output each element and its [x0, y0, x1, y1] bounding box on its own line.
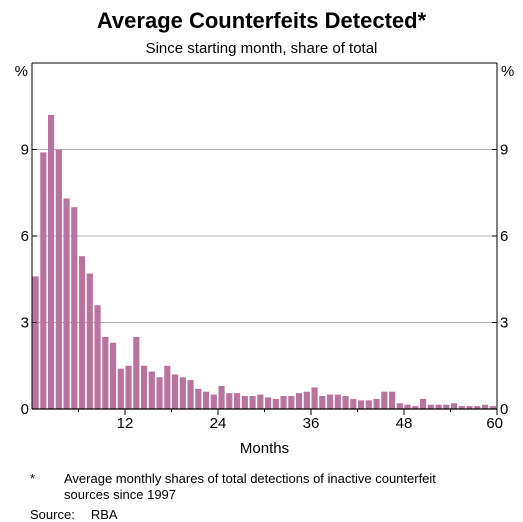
- bar-month-52: [427, 404, 434, 409]
- bar-month-19: [172, 374, 179, 409]
- bar-month-27: [234, 393, 241, 409]
- bar-month-40: [334, 394, 341, 409]
- bar-month-43: [358, 400, 365, 409]
- bar-month-58: [474, 406, 481, 409]
- bar-month-56: [458, 406, 465, 409]
- bar-month-6: [71, 207, 78, 409]
- bar-month-48: [396, 403, 403, 409]
- x-tick-label-36: 36: [303, 415, 320, 432]
- bar-month-37: [311, 387, 318, 409]
- bar-month-60: [489, 406, 496, 409]
- bar-month-10: [102, 336, 109, 409]
- bar-month-5: [63, 198, 70, 409]
- bar-month-54: [443, 404, 450, 409]
- bar-month-18: [164, 365, 171, 409]
- source-label: Source:: [30, 507, 75, 522]
- bar-month-17: [156, 377, 163, 409]
- bar-month-13: [125, 365, 132, 409]
- bar-month-24: [210, 394, 217, 409]
- bar-month-32: [272, 398, 279, 409]
- bar-month-50: [412, 406, 419, 409]
- y-tick-label-left-6: 6: [21, 228, 29, 245]
- y-tick-label-right-6: 6: [500, 228, 508, 245]
- bar-month-8: [86, 273, 93, 409]
- bar-month-3: [48, 114, 55, 410]
- bar-series: [32, 114, 496, 410]
- bar-month-39: [327, 394, 334, 409]
- bar-month-34: [288, 396, 295, 409]
- bar-month-16: [148, 371, 155, 409]
- bar-month-51: [420, 398, 427, 409]
- chart-title: Average Counterfeits Detected*: [96, 8, 427, 33]
- bar-month-49: [404, 404, 411, 409]
- bar-month-41: [342, 396, 349, 409]
- bar-month-21: [187, 380, 194, 409]
- source-value: RBA: [90, 507, 118, 522]
- y-unit-right: %: [501, 63, 514, 80]
- bar-month-11: [110, 342, 117, 409]
- bar-month-47: [389, 391, 396, 409]
- bar-month-35: [296, 393, 303, 409]
- bar-month-20: [179, 377, 186, 409]
- chart-subtitle: Since starting month, share of total: [145, 40, 378, 57]
- bar-month-23: [203, 391, 210, 409]
- bar-month-55: [451, 403, 458, 409]
- bar-month-53: [435, 404, 442, 409]
- x-tick-label-12: 12: [117, 415, 134, 432]
- y-tick-label-right-0: 0: [500, 401, 508, 418]
- x-tick-label-60: 60: [486, 415, 503, 432]
- bar-month-26: [226, 393, 233, 409]
- bar-month-22: [195, 388, 202, 409]
- bar-month-2: [40, 152, 47, 409]
- bar-month-1: [32, 276, 39, 409]
- gridlines: [32, 149, 497, 323]
- footnote-marker: *: [30, 471, 36, 486]
- bar-month-7: [79, 256, 86, 409]
- x-axis-title: Months: [240, 440, 289, 457]
- y-tick-label-left-3: 3: [21, 315, 29, 332]
- y-tick-label-left-0: 0: [21, 401, 29, 418]
- source-line: Source: RBA: [30, 507, 118, 522]
- bar-month-14: [133, 336, 140, 409]
- x-tick-label-24: 24: [210, 415, 227, 432]
- bar-month-33: [280, 396, 287, 409]
- bar-month-25: [218, 385, 225, 409]
- bar-month-9: [94, 305, 101, 409]
- bar-month-4: [55, 149, 62, 409]
- footnote-text: Average monthly shares of total detectio…: [64, 471, 436, 502]
- bar-month-59: [482, 404, 489, 409]
- bar-month-57: [466, 406, 473, 409]
- bar-month-36: [303, 391, 310, 409]
- y-unit-left: %: [15, 63, 28, 80]
- y-tick-label-right-3: 3: [500, 315, 508, 332]
- bar-month-28: [241, 396, 248, 409]
- bar-month-12: [117, 368, 124, 409]
- bar-month-15: [141, 365, 148, 409]
- x-tick-label-48: 48: [396, 415, 413, 432]
- bar-month-44: [365, 400, 372, 409]
- y-tick-label-left-9: 9: [21, 142, 29, 159]
- bar-month-38: [319, 396, 326, 409]
- bar-month-46: [381, 391, 388, 409]
- y-tick-label-right-9: 9: [500, 142, 508, 159]
- bar-month-31: [265, 397, 272, 409]
- bar-month-30: [257, 394, 264, 409]
- bar-month-29: [249, 396, 256, 409]
- bar-month-42: [350, 398, 357, 409]
- bar-month-45: [373, 398, 380, 409]
